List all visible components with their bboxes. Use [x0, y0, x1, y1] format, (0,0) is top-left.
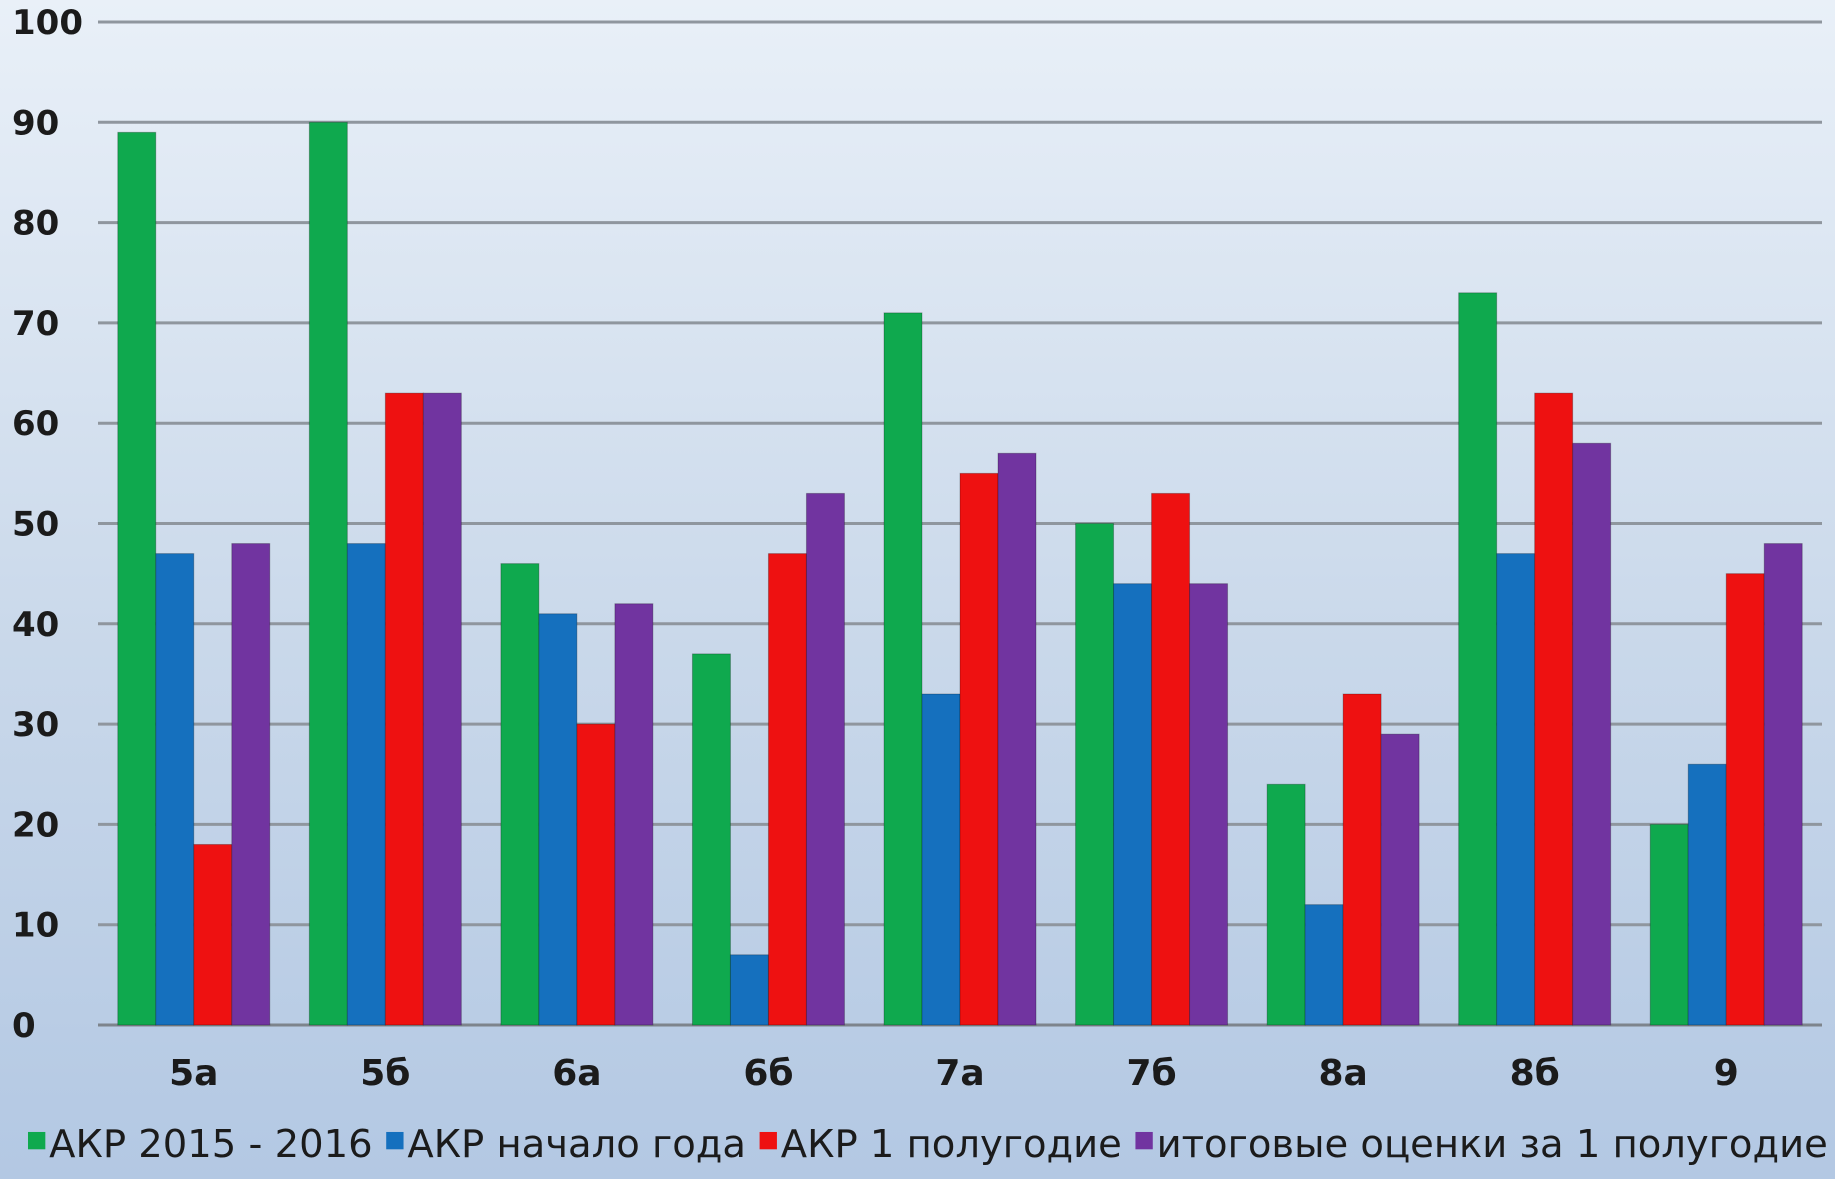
bar-8а-series-4 [1380, 733, 1420, 1026]
bar-5б-series-2 [346, 543, 386, 1026]
bar-6б-series-1 [691, 653, 731, 1026]
x-category-label: 5а [169, 1053, 218, 1094]
legend-label-series-1: АКР 2015 - 2016 [49, 1122, 372, 1167]
y-tick-label: 50 [12, 505, 59, 545]
y-tick-label: 90 [12, 103, 59, 143]
y-tick-label: 80 [12, 204, 59, 244]
y-tick-label: 60 [12, 404, 59, 444]
x-category-label: 9 [1714, 1053, 1739, 1094]
bar-8б-series-3 [1534, 392, 1574, 1026]
bar-6б-series-4 [805, 492, 845, 1026]
bar-9-series-3 [1725, 573, 1765, 1026]
bar-7а-series-3 [959, 472, 999, 1026]
y-tick-label: 40 [12, 605, 59, 645]
y-axis-tick-labels: 0 10 20 30 40 50 60 70 80 90 100 [12, 3, 83, 1046]
bar-7а-series-1 [883, 312, 923, 1026]
x-category-label: 8а [1318, 1053, 1367, 1094]
bar-5б-series-3 [384, 392, 424, 1026]
bar-9-series-2 [1687, 763, 1727, 1026]
legend-label-series-4: итоговые оценки за 1 полугодие [1157, 1122, 1828, 1167]
bar-6б-series-2 [729, 954, 769, 1026]
bar-8а-series-2 [1304, 904, 1344, 1026]
bar-5а-series-1 [117, 131, 157, 1026]
bar-9-series-1 [1649, 823, 1689, 1026]
y-tick-label: 10 [12, 906, 59, 946]
legend-label-series-3: АКР 1 полугодие [781, 1122, 1122, 1167]
bar-6а-series-1 [500, 563, 540, 1026]
bar-5б-series-1 [308, 121, 348, 1026]
x-category-label: 6б [743, 1053, 793, 1094]
x-category-label: 7б [1126, 1053, 1176, 1094]
legend-swatch-series-1 [28, 1131, 46, 1150]
y-tick-label: 30 [12, 705, 59, 745]
bar-7а-series-2 [921, 693, 961, 1026]
y-tick-label: 100 [12, 3, 83, 43]
bar-5а-series-4 [231, 543, 271, 1026]
legend-swatch-series-4 [1135, 1131, 1153, 1150]
bar-7б-series-1 [1075, 523, 1115, 1026]
bar-6б-series-3 [767, 553, 807, 1026]
x-category-label: 7а [935, 1053, 984, 1094]
y-tick-label: 70 [12, 304, 59, 344]
legend-label-series-2: АКР начало года [407, 1122, 746, 1167]
bar-7б-series-3 [1151, 492, 1191, 1026]
bar-7а-series-4 [997, 452, 1037, 1026]
bar-6а-series-4 [614, 603, 654, 1026]
x-axis-category-labels: 5а 5б 6а 6б 7а 7б 8а 8б 9 [169, 1053, 1739, 1094]
bar-8б-series-1 [1458, 292, 1498, 1026]
bar-9-series-4 [1763, 543, 1803, 1026]
y-tick-label: 0 [12, 1006, 36, 1046]
bar-8а-series-3 [1342, 693, 1382, 1026]
bar-5а-series-3 [193, 843, 233, 1026]
bars [117, 121, 1803, 1026]
bar-8б-series-2 [1496, 553, 1536, 1026]
bar-8б-series-4 [1572, 442, 1612, 1026]
bar-7б-series-4 [1189, 583, 1229, 1026]
x-category-label: 5б [360, 1053, 410, 1094]
x-category-label: 6а [552, 1053, 601, 1094]
legend-swatch-series-3 [759, 1131, 777, 1150]
x-category-label: 8б [1510, 1053, 1560, 1094]
legend-swatch-series-2 [386, 1131, 404, 1150]
bar-5б-series-4 [422, 392, 462, 1026]
bar-7б-series-2 [1113, 583, 1153, 1026]
bar-5а-series-2 [155, 553, 195, 1026]
legend: АКР 2015 - 2016 АКР начало года АКР 1 полу… [28, 1122, 1828, 1167]
y-tick-label: 20 [12, 805, 59, 845]
bar-6а-series-2 [538, 613, 578, 1026]
bar-6а-series-3 [576, 723, 616, 1026]
bar-8а-series-1 [1266, 783, 1306, 1026]
